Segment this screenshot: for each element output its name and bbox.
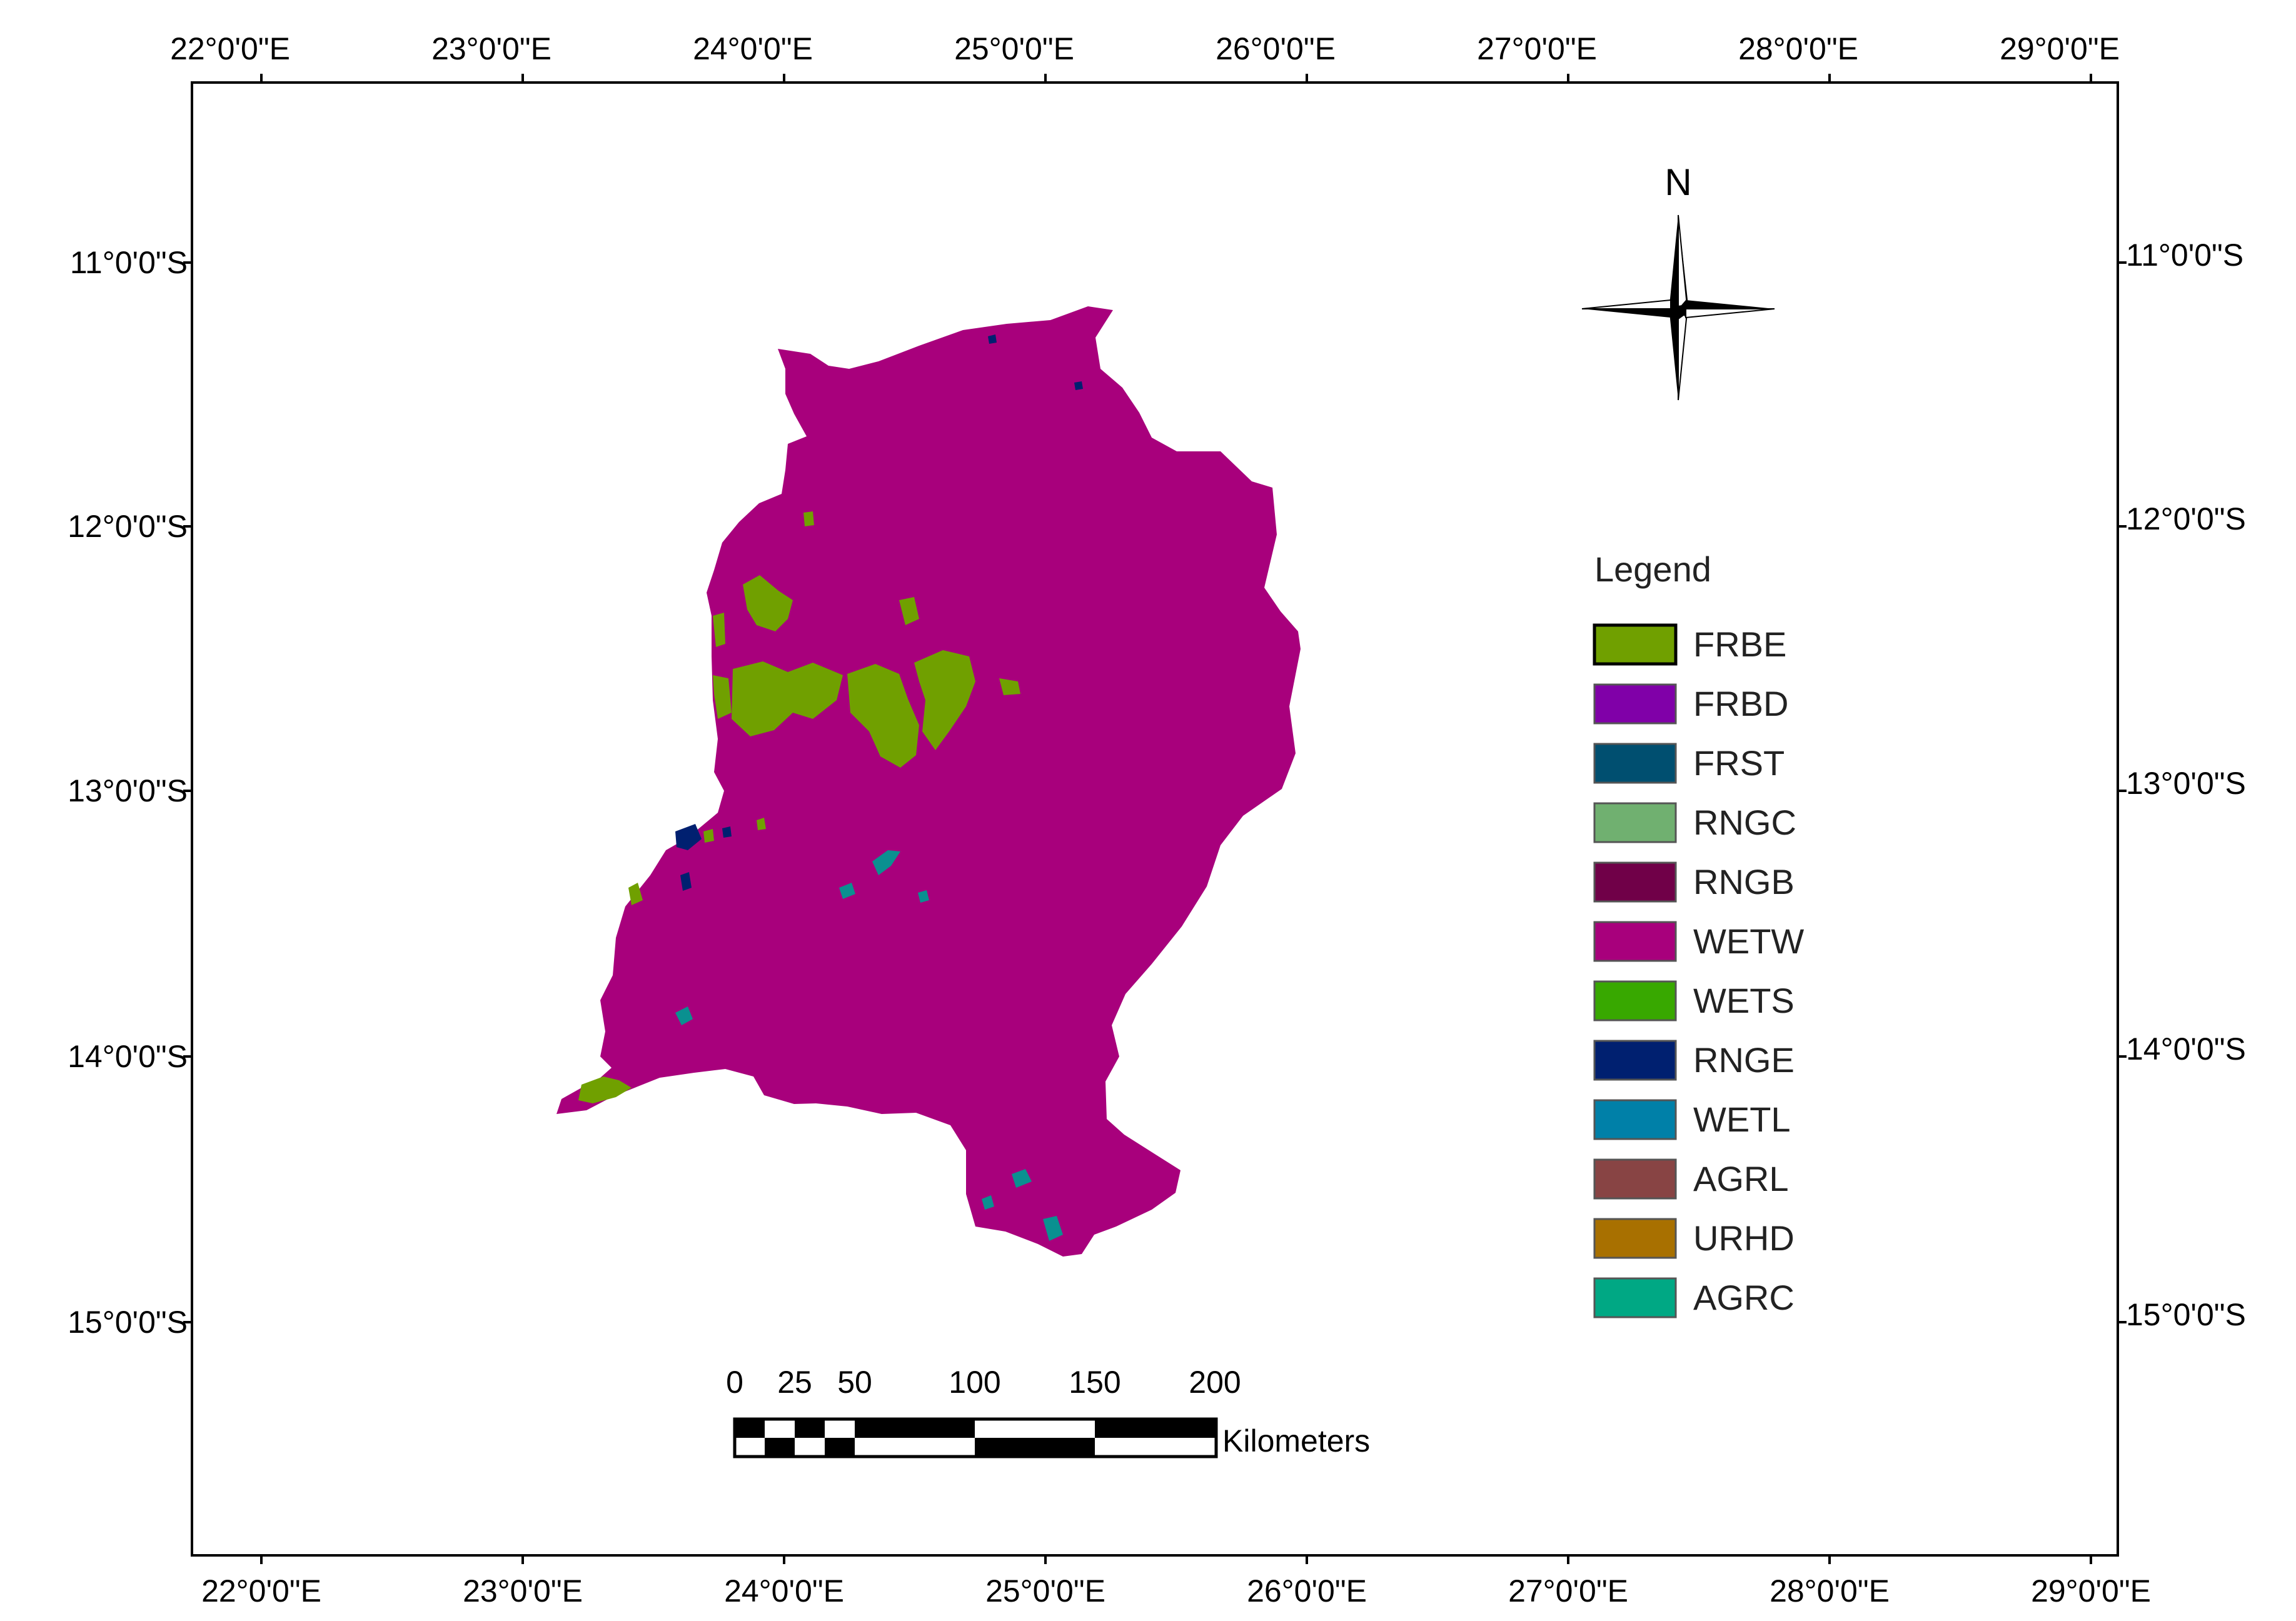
lon-label-top: 26°0'0"E: [1216, 31, 1336, 66]
legend-label-frbd: FRBD: [1693, 684, 1788, 723]
legend-label-wets: WETS: [1693, 981, 1795, 1020]
graticule-ticks: [183, 74, 2127, 1564]
lon-label-top: 27°0'0"E: [1477, 31, 1597, 66]
lat-label-right: 15°0'0"S: [2126, 1297, 2246, 1332]
legend-label-wetw: WETW: [1693, 921, 1804, 961]
legend-swatch-agrl: [1593, 1158, 1677, 1200]
legend-label-rngb: RNGB: [1693, 862, 1795, 901]
scale-label: 25: [777, 1365, 812, 1400]
lat-label-right: 13°0'0"S: [2126, 766, 2246, 801]
scale-label: 200: [1189, 1365, 1241, 1400]
lon-label-bottom: 25°0'0"E: [985, 1573, 1105, 1608]
legend-swatch-wetw: [1593, 921, 1677, 962]
scale-label: 100: [949, 1365, 1000, 1400]
lon-label-top: 22°0'0"E: [170, 31, 290, 66]
frbe-patches: [578, 511, 1020, 1103]
legend-label-wetl: WETL: [1693, 1100, 1791, 1139]
legend-swatch-wetl: [1593, 1099, 1677, 1140]
wetl-patches: [675, 850, 1063, 1241]
legend: Legend FRBE FRBD FRST RNGC RNGB WETW WETS RNGE W…: [1593, 550, 1804, 1318]
legend-label-agrl: AGRL: [1693, 1159, 1789, 1198]
legend-swatch-urhd: [1593, 1218, 1677, 1259]
scale-bar: 0 25 50 100 150 200 Kilometers: [726, 1365, 1370, 1458]
scale-unit: Kilometers: [1222, 1423, 1370, 1458]
lon-label-bottom: 27°0'0"E: [1508, 1573, 1628, 1608]
lon-label-bottom: 22°0'0"E: [201, 1573, 321, 1608]
lat-label-left: 14°0'0"S: [68, 1039, 188, 1074]
lon-label-top: 23°0'0"E: [431, 31, 551, 66]
lat-label-left: 15°0'0"S: [68, 1305, 188, 1340]
north-arrow: N: [1581, 161, 1775, 401]
legend-swatch-agrc: [1593, 1277, 1677, 1318]
scale-label: 0: [726, 1365, 743, 1400]
lat-label-left: 11°0'0"S: [70, 245, 188, 280]
legend-label-rnge: RNGE: [1693, 1040, 1795, 1080]
legend-swatch-wets: [1593, 980, 1677, 1021]
lat-label-left: 13°0'0"S: [68, 773, 188, 808]
lon-label-bottom: 26°0'0"E: [1247, 1573, 1367, 1608]
lon-label-bottom: 29°0'0"E: [2031, 1573, 2151, 1608]
legend-label-frbe: FRBE: [1693, 625, 1786, 664]
rnge-patches: [675, 334, 1083, 891]
legend-swatch-frst: [1593, 743, 1677, 784]
lat-label-right: 14°0'0"S: [2126, 1031, 2246, 1066]
legend-label-urhd: URHD: [1693, 1218, 1795, 1258]
lon-label-top: 25°0'0"E: [954, 31, 1074, 66]
basin-wetw-area: [556, 306, 1301, 1257]
legend-swatch-rngb: [1593, 861, 1677, 903]
legend-label-agrc: AGRC: [1693, 1278, 1795, 1317]
legend-swatch-frbe: [1593, 623, 1678, 666]
lat-label-right: 11°0'0"S: [2126, 238, 2243, 273]
legend-title: Legend: [1594, 550, 1711, 589]
legend-swatch-rnge: [1593, 1040, 1677, 1081]
legend-swatch-rngc: [1593, 802, 1677, 843]
scale-label: 50: [837, 1365, 872, 1400]
north-label: N: [1664, 161, 1691, 203]
lat-label-right: 12°0'0"S: [2126, 501, 2246, 536]
lon-label-bottom: 23°0'0"E: [463, 1573, 583, 1608]
lat-label-left: 12°0'0"S: [68, 509, 188, 544]
lon-label-bottom: 28°0'0"E: [1770, 1573, 1890, 1608]
legend-label-frst: FRST: [1693, 743, 1785, 783]
lon-label-bottom: 24°0'0"E: [724, 1573, 844, 1608]
lon-label-top: 28°0'0"E: [1738, 31, 1858, 66]
scale-label: 150: [1069, 1365, 1120, 1400]
lon-label-top: 29°0'0"E: [2000, 31, 2120, 66]
lon-label-top: 24°0'0"E: [693, 31, 813, 66]
legend-label-rngc: RNGC: [1693, 803, 1796, 842]
legend-swatch-frbd: [1593, 683, 1677, 725]
